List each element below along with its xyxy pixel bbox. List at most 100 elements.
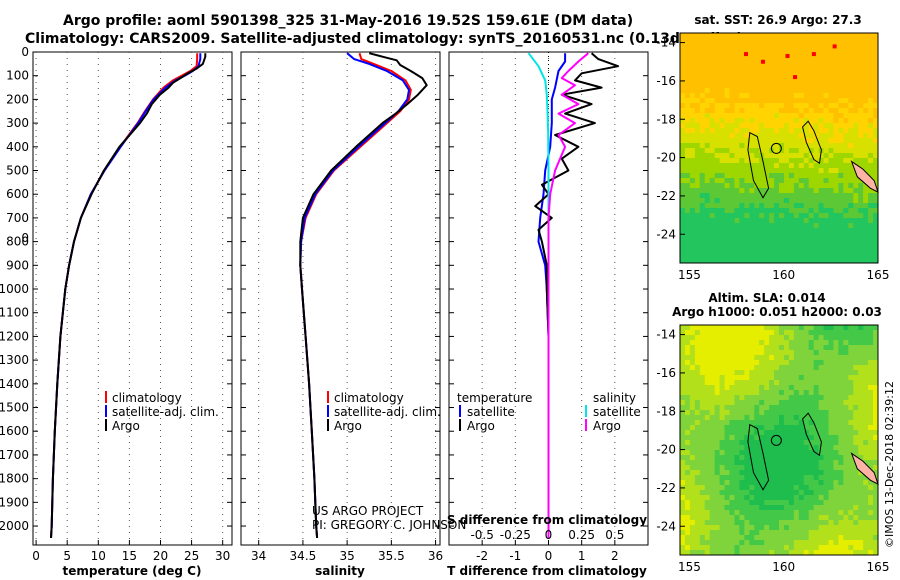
map-cell: [704, 228, 711, 234]
map-cell: [719, 405, 725, 411]
map-cell: [848, 510, 854, 516]
map-cell: [848, 123, 854, 129]
map-cell: [843, 238, 849, 244]
map-cell: [729, 340, 735, 346]
profile-location-marker: [770, 434, 782, 446]
map-cell: [734, 38, 740, 44]
map-cell: [863, 158, 869, 164]
map-cell: [699, 193, 706, 199]
map-cell: [774, 243, 780, 249]
map-cell: [709, 163, 716, 169]
map-cell: [818, 123, 824, 129]
map-cell: [863, 375, 869, 381]
map-cell: [848, 98, 854, 104]
map-cell: [749, 113, 755, 119]
map-cell: [828, 410, 834, 416]
map-cell: [779, 345, 785, 351]
map-cell: [709, 485, 716, 491]
map-cell: [729, 133, 735, 139]
map-cell: [684, 535, 691, 541]
map-cell: [788, 133, 795, 139]
map-cell: [704, 345, 711, 351]
map-cell: [803, 158, 810, 164]
map-cell: [818, 380, 824, 386]
map-cell: [788, 395, 795, 401]
map-cell: [714, 138, 720, 144]
map-cell: [729, 455, 735, 461]
depth-tick-label: 1800: [0, 472, 29, 486]
map-cell: [754, 450, 760, 456]
map-cell: [779, 515, 785, 521]
map-cell: [724, 545, 730, 551]
map-cell: [828, 550, 834, 556]
map-cell: [828, 53, 834, 59]
map-cell: [689, 68, 696, 74]
map-cell: [858, 455, 864, 461]
map-cell: [813, 455, 819, 461]
map-cell: [779, 445, 785, 451]
map-cell: [873, 535, 879, 541]
map-cell: [833, 545, 839, 551]
map-cell: [823, 335, 829, 341]
map-cell: [863, 88, 869, 94]
map-cell: [719, 58, 725, 64]
map-cell: [774, 48, 780, 54]
map-cell: [803, 425, 810, 431]
map-cell: [868, 410, 874, 416]
map-cell: [759, 183, 765, 189]
map-cell: [714, 540, 720, 546]
map-cell: [808, 213, 815, 219]
map-cell: [873, 525, 879, 531]
map-cell: [694, 335, 701, 341]
map-cell: [744, 38, 750, 44]
map-cell: [823, 228, 829, 234]
map-cell: [793, 178, 800, 184]
map-cell: [803, 238, 810, 244]
map-cell: [838, 53, 844, 59]
map-cell: [714, 335, 720, 341]
map-cell: [680, 385, 686, 391]
map-cell: [749, 355, 755, 361]
map-cell: [868, 345, 874, 351]
map-cell: [684, 485, 691, 491]
map-cell: [754, 375, 760, 381]
map-cell: [764, 375, 770, 381]
map-cell: [793, 163, 800, 169]
map-cell: [739, 365, 745, 371]
map-cell: [739, 545, 745, 551]
map-cell: [729, 335, 735, 341]
map-cell: [843, 33, 849, 39]
map-cell: [848, 475, 854, 481]
map-cell: [798, 405, 805, 411]
map-cell: [709, 78, 716, 84]
map-cell: [769, 208, 775, 214]
map-cell: [734, 410, 740, 416]
map-cell: [833, 325, 839, 331]
map-cell: [759, 375, 765, 381]
map-cell: [739, 148, 745, 154]
map-cell: [769, 510, 775, 516]
map-cell: [823, 340, 829, 346]
map-cell: [833, 53, 839, 59]
map-cell: [684, 345, 691, 351]
map-cell: [838, 340, 844, 346]
map-cell: [764, 415, 770, 421]
map-cell: [759, 455, 765, 461]
map-cell: [744, 455, 750, 461]
map-cell: [833, 38, 839, 44]
map-cell: [749, 360, 755, 366]
map-cell: [709, 228, 716, 234]
map-cell: [744, 460, 750, 466]
map-cell: [689, 58, 696, 64]
map-cell: [793, 253, 800, 259]
map-cell: [823, 450, 829, 456]
map-cell: [818, 545, 824, 551]
map-cell: [744, 48, 750, 54]
map-cell: [828, 228, 834, 234]
map-cell: [838, 43, 844, 49]
map-cell: [739, 43, 745, 49]
map-cell: [798, 128, 805, 134]
map-cell: [833, 475, 839, 481]
map-cell: [694, 445, 701, 451]
map-cell: [853, 153, 859, 159]
